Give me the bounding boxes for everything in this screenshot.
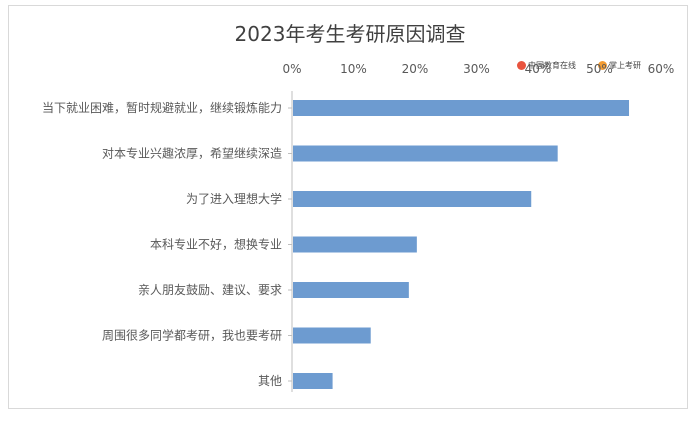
category-label: 其他 (258, 374, 282, 388)
watermark-text: 中国教育在线 (528, 61, 576, 70)
bar (293, 282, 409, 298)
x-tick-label: 50% (586, 62, 613, 76)
category-label: 周围很多同学都考研，我也要考研 (102, 328, 282, 343)
bar (293, 373, 333, 389)
x-tick-label: 30% (463, 62, 490, 76)
logo-icon (598, 61, 607, 70)
category-label: 对本专业兴趣浓厚，希望继续深造 (102, 146, 282, 161)
bar (293, 236, 417, 253)
category-label: 为了进入理想大学 (186, 191, 282, 206)
bar (293, 191, 532, 207)
category-label: 本科专业不好，想换专业 (150, 237, 282, 252)
x-tick-label: 0% (282, 62, 301, 76)
category-label: 当下就业困难，暂时规避就业，继续锻炼能力 (42, 100, 282, 115)
bar (293, 145, 558, 162)
x-tick-label: 60% (648, 62, 675, 76)
category-label: 亲人朋友鼓励、建议、要求 (138, 283, 282, 297)
x-tick-label: 10% (340, 62, 367, 76)
chart-title: 2023年考生考研原因调查 (234, 22, 466, 46)
bar (293, 100, 630, 116)
x-tick-label: 40% (525, 62, 552, 76)
bar (293, 327, 371, 344)
watermark-text: 掌上考研 (609, 61, 641, 70)
watermark-logo-1: 中国教育在线 (517, 60, 576, 71)
logo-icon (517, 61, 526, 70)
watermark-logo-2: 掌上考研 (598, 60, 641, 71)
x-tick-label: 20% (402, 62, 429, 76)
